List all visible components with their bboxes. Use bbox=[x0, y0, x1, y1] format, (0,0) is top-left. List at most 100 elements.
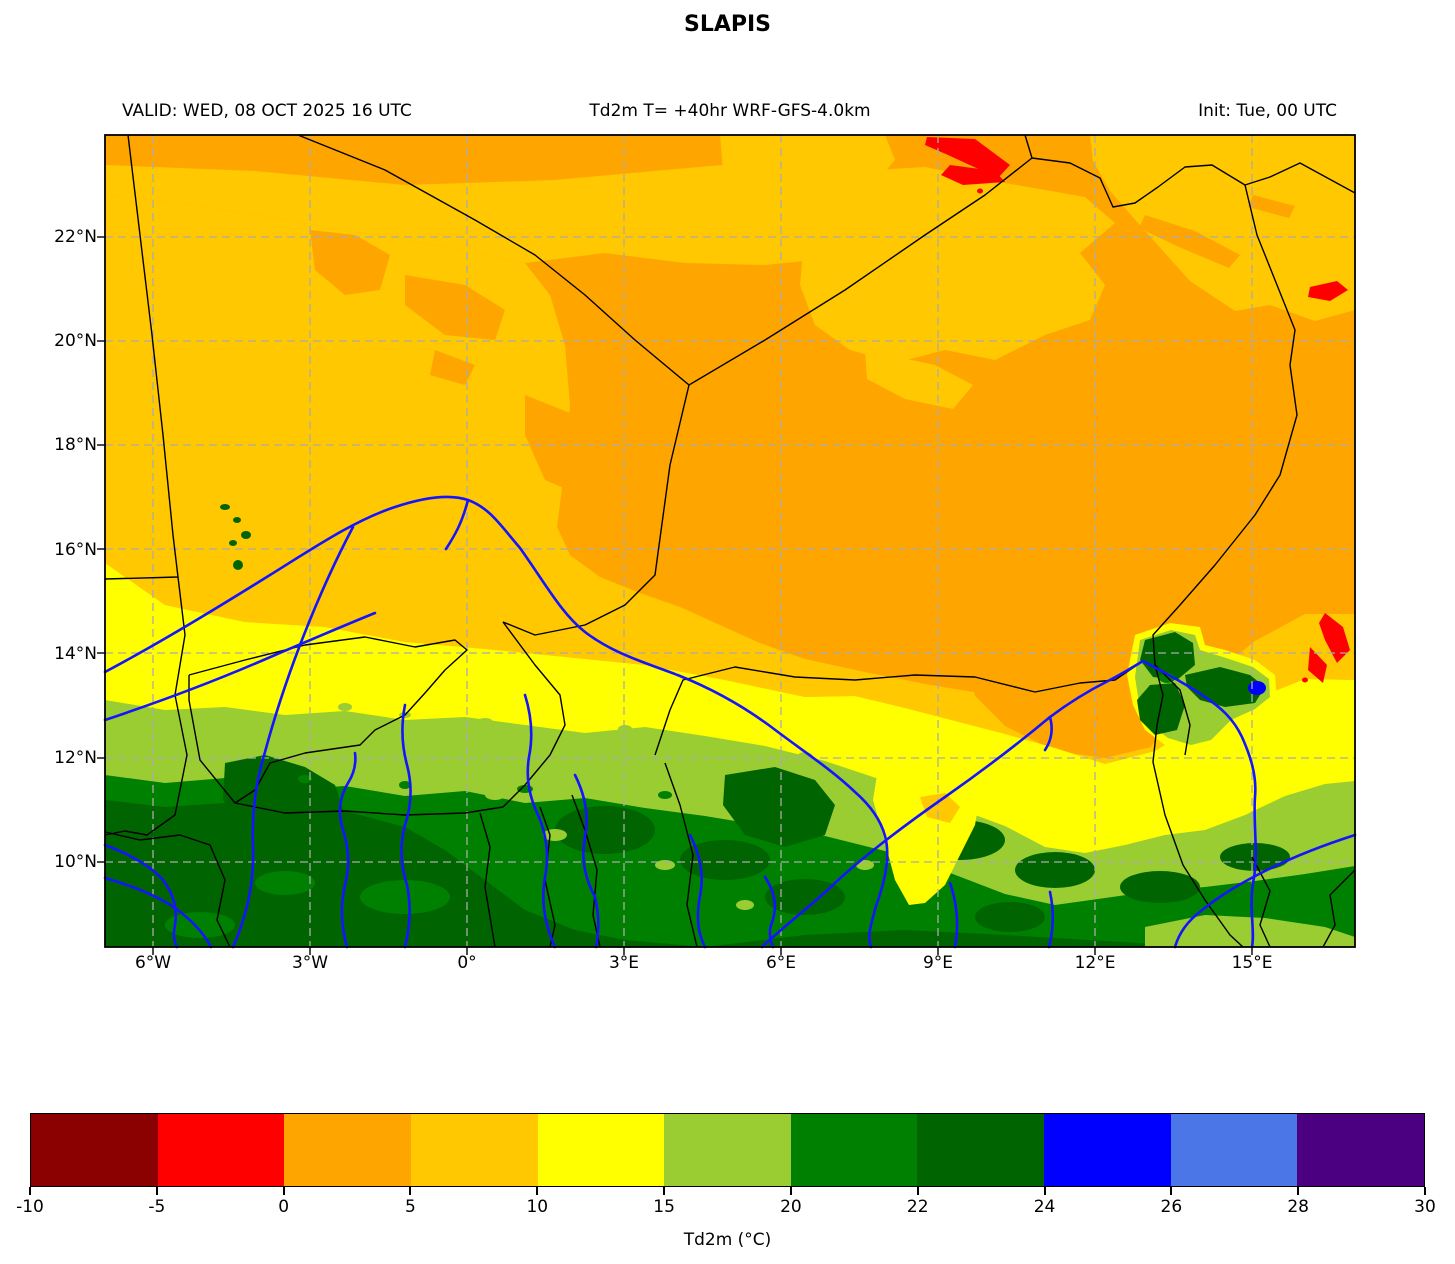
field-orange-patch bbox=[430, 350, 475, 385]
field-green-west-speck bbox=[233, 560, 243, 570]
field-gold-ne-mass bbox=[800, 220, 1105, 363]
red-anomaly-streak bbox=[1319, 613, 1350, 663]
border-ghana-togo bbox=[479, 812, 496, 948]
dewpoint-field bbox=[105, 135, 1355, 947]
grid-lines bbox=[105, 135, 1355, 947]
lat-tick-label: 22°N bbox=[54, 227, 97, 247]
colorbar-tick-mark bbox=[1297, 1187, 1300, 1195]
lat-tick-label: 18°N bbox=[54, 435, 97, 456]
colorbar-tick-label: 30 bbox=[1414, 1197, 1436, 1217]
oti-river bbox=[523, 693, 557, 949]
colorbar-tick-label: 26 bbox=[1160, 1197, 1183, 1217]
niger-river bbox=[103, 495, 889, 949]
colorbar-tick-label: 5 bbox=[405, 1197, 416, 1217]
colorbar-tick-label: 0 bbox=[278, 1197, 290, 1217]
volta-tributary bbox=[573, 773, 600, 949]
niger-tributary bbox=[103, 611, 377, 722]
field-orange-streak bbox=[1139, 215, 1240, 268]
oueme-river bbox=[763, 875, 777, 949]
field-gold-west-mass bbox=[105, 195, 805, 697]
border-niger-chad bbox=[1152, 184, 1298, 948]
colorbar-tick-mark bbox=[536, 1187, 539, 1195]
field-lightgreen-corner bbox=[1145, 915, 1355, 947]
lat-tick-label: 10°N bbox=[54, 852, 97, 873]
colorbar-tick-label: 28 bbox=[1287, 1197, 1309, 1217]
red-anomaly-dot bbox=[977, 188, 983, 194]
field-green-speck bbox=[399, 781, 411, 789]
lon-tick-label: 6°W bbox=[134, 953, 172, 973]
field-darkgreen-blob bbox=[975, 902, 1045, 932]
field-darkgreen-blob bbox=[680, 840, 770, 880]
black-volta-river bbox=[338, 751, 357, 949]
border-nigeria-cameroon bbox=[1322, 869, 1356, 948]
colorbar-tick-label: 22 bbox=[906, 1197, 929, 1217]
colorbar-tick-label: 15 bbox=[653, 1197, 675, 1217]
field-lightgreen-speck bbox=[618, 725, 632, 733]
init-time-label: Init: Tue, 00 UTC bbox=[1198, 101, 1337, 121]
lat-tick-label: 20°N bbox=[54, 331, 97, 352]
valid-time-label: VALID: WED, 08 OCT 2025 16 UTC bbox=[122, 101, 412, 121]
colorbar-tick-mark bbox=[789, 1187, 792, 1195]
border-benin-west bbox=[571, 794, 601, 948]
field-green-patch bbox=[360, 880, 450, 914]
field-green-west-speck bbox=[241, 531, 251, 539]
komadugu-chari-river bbox=[760, 659, 1258, 949]
senegal-river bbox=[103, 843, 179, 949]
field-gold-core-in-tongue bbox=[920, 793, 960, 823]
field-darkgreen-blob bbox=[723, 767, 835, 847]
lon-tick-label: 0° bbox=[457, 953, 477, 973]
colorbar-segment bbox=[1170, 1114, 1298, 1186]
colorbar-segment bbox=[31, 1114, 158, 1186]
lon-tick-label: 3°E bbox=[608, 953, 640, 973]
colorbar-segment bbox=[157, 1114, 285, 1186]
map-area bbox=[97, 134, 1357, 955]
border-nigeria-chad bbox=[1154, 664, 1191, 756]
field-orange-patch bbox=[310, 230, 390, 295]
colorbar-tick-mark bbox=[282, 1187, 285, 1195]
border-benin-nigeria bbox=[664, 762, 698, 948]
field-darkgreen-blob bbox=[765, 879, 845, 915]
red-anomaly-streak bbox=[941, 165, 1005, 185]
colorbar-tick-label: 20 bbox=[780, 1197, 802, 1217]
colorbar-tick-mark bbox=[29, 1187, 31, 1195]
field-green-west-speck bbox=[233, 517, 241, 523]
border-niger-libya-chad bbox=[1031, 157, 1356, 208]
field-lightgreen-speck bbox=[477, 718, 493, 726]
red-anomaly-dot bbox=[1302, 677, 1308, 683]
field-darkgreen-blob bbox=[555, 806, 655, 854]
field-gold-ne-blob bbox=[865, 350, 973, 409]
colorbar-segment bbox=[537, 1114, 665, 1186]
field-orange-streak bbox=[1248, 195, 1295, 218]
border-mali-niger bbox=[502, 384, 690, 636]
border-ivorycoast-mali bbox=[104, 831, 231, 948]
colorbar-segment bbox=[1297, 1114, 1425, 1186]
red-anomaly-streak bbox=[925, 137, 1010, 178]
lake-chad-blue-spot bbox=[1248, 681, 1266, 695]
lat-tick-label: 16°N bbox=[54, 539, 97, 560]
lon-tick-label: 9°E bbox=[922, 953, 954, 973]
product-label: Td2m T= +40hr WRF-GFS-4.0km bbox=[589, 101, 871, 121]
benue-river bbox=[1173, 833, 1357, 949]
colorbar-tick-mark bbox=[155, 1187, 158, 1195]
lon-tick-label: 3°W bbox=[291, 953, 329, 973]
colorbar-segment bbox=[790, 1114, 918, 1186]
colorbar-tick-label: 24 bbox=[1033, 1197, 1056, 1217]
colorbar-segment bbox=[410, 1114, 538, 1186]
field-lightgreen-speck bbox=[736, 900, 754, 910]
colorbar-tick-mark bbox=[1424, 1187, 1426, 1195]
bani-river bbox=[231, 525, 355, 949]
colorbar-tick-label: -5 bbox=[148, 1197, 166, 1217]
colorbar-tick-mark bbox=[663, 1187, 666, 1195]
colorbar-tick-mark bbox=[1170, 1187, 1173, 1195]
field-darkgreen-blob bbox=[1120, 871, 1200, 903]
lon-tick-label: 12°E bbox=[1074, 953, 1116, 973]
mono-river bbox=[688, 833, 707, 949]
field-green-speck bbox=[298, 775, 312, 783]
white-volta-river bbox=[400, 703, 412, 949]
field-green-patch bbox=[255, 871, 315, 895]
sokoto-river bbox=[948, 881, 959, 949]
rivers bbox=[103, 495, 1357, 949]
red-anomaly-streak bbox=[1308, 647, 1327, 683]
colorbar-tick-mark bbox=[1043, 1187, 1046, 1195]
